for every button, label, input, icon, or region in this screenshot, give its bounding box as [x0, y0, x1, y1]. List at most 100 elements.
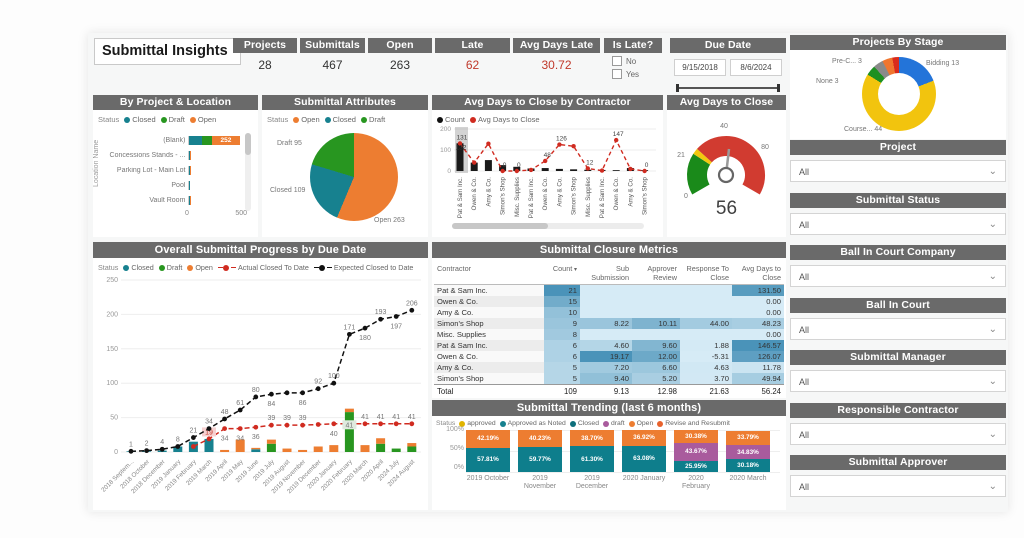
table-row[interactable]: Simon's Shop 9 8.22 10.11 44.00 48.23	[434, 318, 784, 329]
line-point[interactable]	[472, 160, 477, 165]
location-bar-chart[interactable]: (Blank) 252 Concessions Stands - ... Parkin…	[105, 133, 243, 208]
trend-segment-open[interactable]: 33.79%	[726, 430, 770, 445]
due-date-range-slider[interactable]	[676, 84, 780, 92]
bar-segment-closed[interactable]	[189, 136, 202, 145]
column-header-count[interactable]: Count ▾	[544, 262, 580, 285]
line-point[interactable]	[642, 168, 647, 174]
stacked-bar-draft[interactable]	[376, 443, 386, 452]
stacked-bar-open[interactable]	[407, 443, 417, 447]
trend-segment-closed[interactable]: 61.30%	[570, 446, 614, 472]
line-point[interactable]	[300, 390, 305, 396]
line-point[interactable]	[300, 422, 305, 428]
column-header-approver-review[interactable]: Approver Review	[632, 262, 680, 285]
table-row[interactable]: Pat & Sam Inc. 21 131.50	[434, 284, 784, 296]
trend-segment-draft[interactable]: 43.67%	[674, 442, 718, 462]
stacked-bar-open[interactable]	[266, 439, 276, 444]
legend-item-draft[interactable]: Draft	[160, 115, 185, 124]
trend-bar-2[interactable]: 38.70% 61.30%	[570, 430, 614, 472]
line-point[interactable]	[315, 422, 321, 427]
legend-item-open[interactable]: Open	[628, 420, 653, 427]
trend-segment-open[interactable]: 36.92%	[622, 430, 666, 446]
column-header-sub-submission[interactable]: Sub Submission	[580, 262, 632, 285]
legend-item-revise-and-resubmit[interactable]: Revise and Resubmit	[657, 420, 730, 427]
legend-item-approved-as-noted[interactable]: Approved as Noted	[499, 420, 566, 427]
line-point[interactable]	[514, 168, 519, 174]
stacked-bar-open[interactable]	[376, 438, 386, 444]
legend-item-draft[interactable]: Draft	[360, 115, 385, 124]
line-point[interactable]	[269, 422, 274, 428]
line-point[interactable]	[284, 422, 290, 428]
location-bar[interactable]	[188, 166, 243, 175]
count-bar[interactable]	[499, 165, 507, 171]
trend-bar-0[interactable]: 42.19% 57.81%	[466, 430, 510, 472]
trend-segment-open[interactable]: 38.70%	[570, 430, 614, 447]
table-row[interactable]: Simon's Shop 5 9.40 5.20 3.70 49.94	[434, 373, 784, 385]
checkbox-icon[interactable]	[612, 56, 622, 66]
trend-segment-draft[interactable]: 34.83%	[726, 444, 770, 460]
line-point[interactable]	[543, 158, 548, 164]
stacked-bar-draft[interactable]	[266, 443, 276, 452]
stacked-bar-open[interactable]	[360, 445, 370, 452]
avg-days-gauge-chart[interactable]: 0 21 40 80	[673, 115, 780, 199]
column-header-contractor[interactable]: Contractor	[434, 262, 544, 285]
due-date-end-input[interactable]: 8/6/2024	[730, 59, 782, 76]
contractor-combo-chart[interactable]: 0 100 200 Pat & Sam Inc. Owen & Co. Amy & Co.…	[434, 119, 661, 223]
trend-bar-5[interactable]: 33.79% 34.83% 30.18%	[726, 430, 770, 472]
legend-item-count[interactable]: Count	[437, 115, 465, 124]
table-row[interactable]: Amy & Co. 5 7.20 6.60 4.63 11.78	[434, 362, 784, 373]
line-point[interactable]	[191, 435, 196, 440]
is-late-option-no[interactable]: No	[612, 56, 662, 66]
table-row[interactable]: Amy & Co. 10 0.00	[434, 307, 784, 318]
legend-item-open[interactable]: Open	[189, 115, 216, 124]
line-point[interactable]	[128, 448, 134, 454]
trend-segment-open[interactable]: 40.23%	[518, 430, 562, 447]
avg-days-line[interactable]	[459, 138, 645, 172]
chevron-down-icon[interactable]: ⌄	[988, 376, 997, 387]
legend-item-approved[interactable]: approved	[459, 420, 496, 427]
legend-item-closed[interactable]: Closed	[124, 115, 156, 124]
line-point[interactable]	[331, 421, 337, 427]
scrollbar-thumb[interactable]	[452, 223, 548, 229]
legend-item-closed[interactable]: Closed	[123, 263, 154, 272]
location-row-0[interactable]: (Blank) 252	[105, 133, 243, 148]
stacked-bar-open[interactable]	[344, 408, 354, 413]
line-point[interactable]	[378, 316, 383, 322]
legend-item-draft[interactable]: draft	[603, 420, 625, 427]
line-point[interactable]	[253, 394, 259, 400]
checkbox-icon[interactable]	[612, 69, 622, 79]
count-bar[interactable]	[612, 170, 620, 171]
line-point[interactable]	[269, 391, 274, 397]
legend-item-draft[interactable]: Draft	[158, 263, 182, 272]
trending-stacked-bars[interactable]: 42.19% 57.81% 40.23% 59.77% 38.70% 61.30% 36.9…	[466, 430, 770, 472]
scrollbar-thumb[interactable]	[245, 133, 251, 155]
slicer-dropdown-ball-in-court[interactable]: All ⌄	[790, 318, 1006, 340]
chevron-down-icon[interactable]: ⌄	[988, 166, 997, 177]
stacked-bar-closed[interactable]	[173, 446, 183, 452]
line-point[interactable]	[284, 390, 290, 396]
line-point[interactable]	[347, 331, 352, 337]
trend-segment-closed[interactable]: 25.95%	[674, 461, 718, 472]
location-row-4[interactable]: Vault Room	[105, 193, 243, 208]
stacked-bar-open[interactable]	[235, 439, 245, 452]
legend-item-expected-closed-to-date[interactable]: Expected Closed to Date	[313, 263, 413, 272]
slider-handle-end[interactable]	[777, 84, 780, 92]
trend-segment-closed[interactable]: 63.08%	[622, 445, 666, 472]
line-point[interactable]	[206, 426, 212, 432]
bar-segment-closed[interactable]	[189, 166, 191, 175]
count-bar[interactable]	[470, 162, 478, 171]
bar-segment-open[interactable]: 252	[211, 136, 241, 145]
line-point[interactable]	[393, 314, 399, 319]
table-row[interactable]: Owen & Co. 6 19.17 12.00 -5.31 126.07	[434, 351, 784, 362]
location-bar[interactable]	[188, 196, 243, 205]
trend-segment-closed[interactable]: 59.77%	[518, 446, 562, 472]
legend-item-closed[interactable]: Closed	[569, 420, 599, 427]
line-point[interactable]	[315, 386, 321, 392]
location-scrollbar[interactable]	[245, 133, 251, 211]
line-point[interactable]	[191, 444, 196, 449]
line-point[interactable]	[206, 436, 212, 442]
column-header-avg-days-to-close[interactable]: Avg Days to Close	[732, 262, 784, 285]
stacked-bar-draft[interactable]	[391, 448, 401, 452]
trend-segment-open[interactable]: 42.19%	[466, 430, 510, 448]
legend-item-actual-closed-to-date[interactable]: Actual Closed To Date	[217, 263, 309, 272]
line-point[interactable]	[175, 444, 181, 449]
